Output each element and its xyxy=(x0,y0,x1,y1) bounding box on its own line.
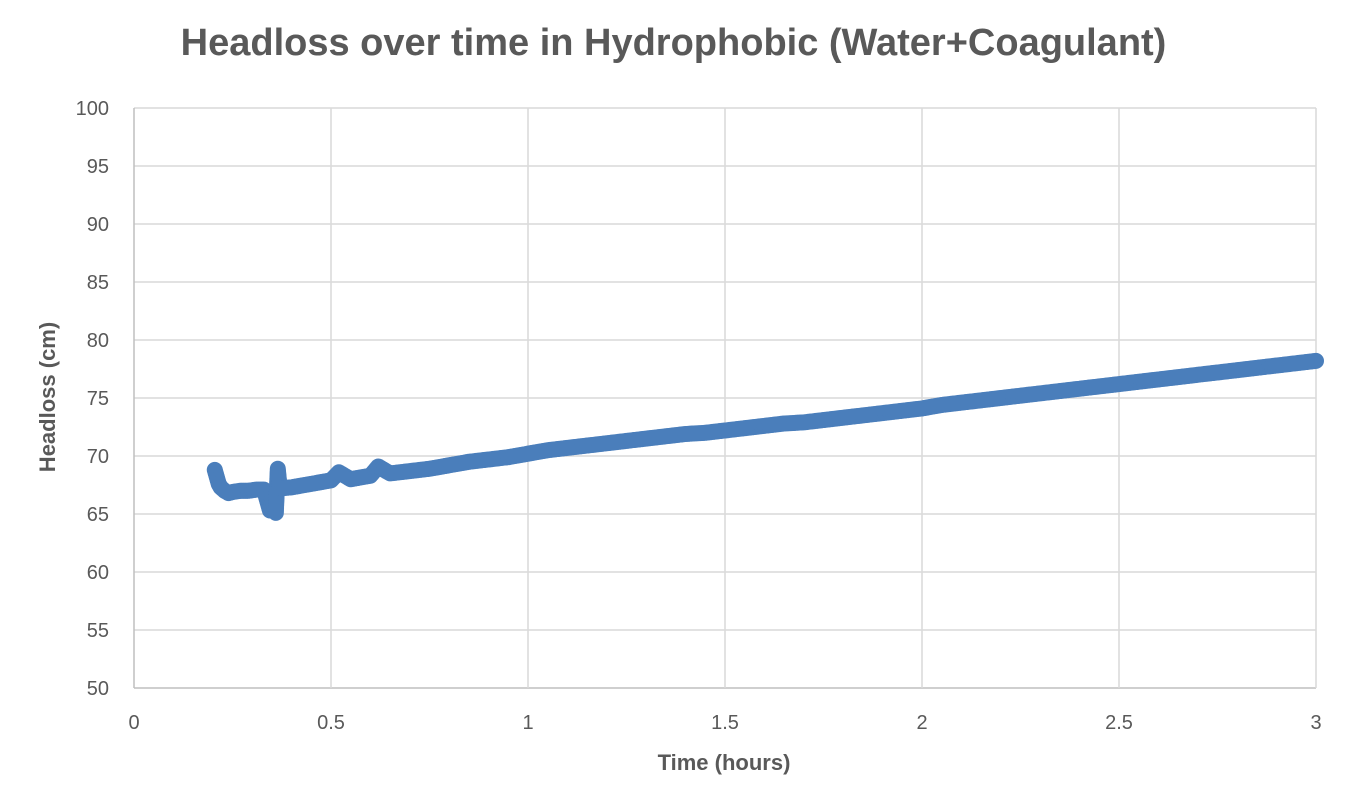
data-point xyxy=(1308,352,1324,369)
y-tick-label: 75 xyxy=(87,388,109,410)
y-tick-label: 90 xyxy=(87,214,109,236)
y-tick-label: 50 xyxy=(87,678,109,700)
x-tick-label: 0.5 xyxy=(317,712,345,734)
y-tick-label: 95 xyxy=(87,156,109,178)
x-tick-label: 3 xyxy=(1310,712,1321,734)
y-tick-labels: 50 55 60 65 70 75 80 85 90 95 100 xyxy=(76,98,109,700)
x-tick-label: 0 xyxy=(128,712,139,734)
y-tick-label: 65 xyxy=(87,504,109,526)
series-headloss xyxy=(206,352,1324,521)
x-axis-title: Time (hours) xyxy=(658,750,791,775)
x-tick-label: 1 xyxy=(522,712,533,734)
y-tick-label: 85 xyxy=(87,272,109,294)
y-tick-label: 70 xyxy=(87,446,109,468)
x-tick-labels: 0 0.5 1 1.5 2 2.5 3 xyxy=(128,712,1321,734)
y-tick-label: 100 xyxy=(76,98,109,120)
x-tick-label: 2 xyxy=(916,712,927,734)
chart-title: Headloss over time in Hydrophobic (Water… xyxy=(180,22,1167,64)
y-axis-title: Headloss (cm) xyxy=(35,322,60,472)
series-markers xyxy=(206,352,1324,521)
grid xyxy=(133,107,1317,689)
y-tick-label: 80 xyxy=(87,330,109,352)
y-tick-label: 60 xyxy=(87,562,109,584)
x-tick-label: 2.5 xyxy=(1105,712,1133,734)
x-tick-label: 1.5 xyxy=(711,712,739,734)
y-tick-label: 55 xyxy=(87,620,109,642)
